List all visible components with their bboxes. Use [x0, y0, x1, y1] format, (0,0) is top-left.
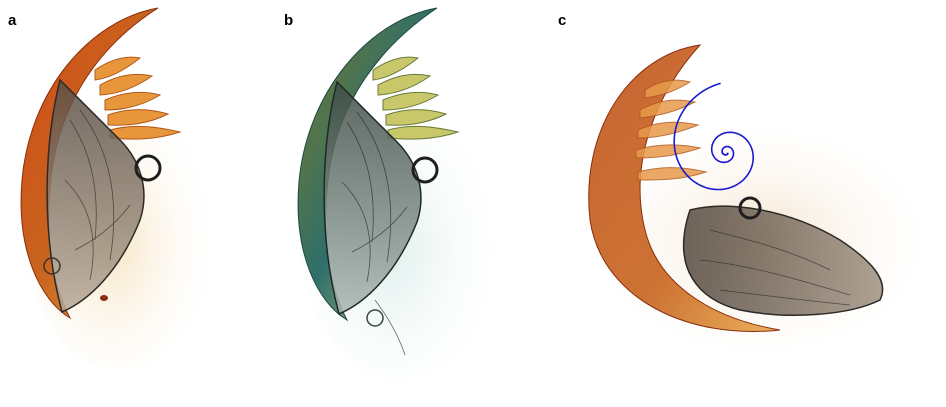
dot — [100, 295, 108, 301]
panel-label-b: b — [284, 12, 294, 29]
panel-label-c: c — [558, 12, 567, 29]
small-ring — [366, 309, 384, 327]
small-ring — [43, 257, 61, 275]
body-texture — [341, 111, 408, 356]
body-texture — [64, 109, 131, 281]
specimen-image-b — [297, 7, 500, 380]
specimen-image-c — [588, 44, 920, 350]
ring-structure — [738, 196, 762, 220]
comb-spikes — [94, 56, 182, 140]
comb-spikes — [372, 56, 460, 140]
spiral-overlay — [673, 82, 754, 191]
specimen-image-a — [20, 7, 215, 370]
panel-label-a: a — [8, 12, 17, 29]
ring-structure — [411, 156, 439, 184]
inner-body — [682, 205, 884, 316]
ring-structure — [134, 154, 162, 182]
comb-spikes — [635, 79, 708, 181]
body-texture — [699, 229, 851, 306]
